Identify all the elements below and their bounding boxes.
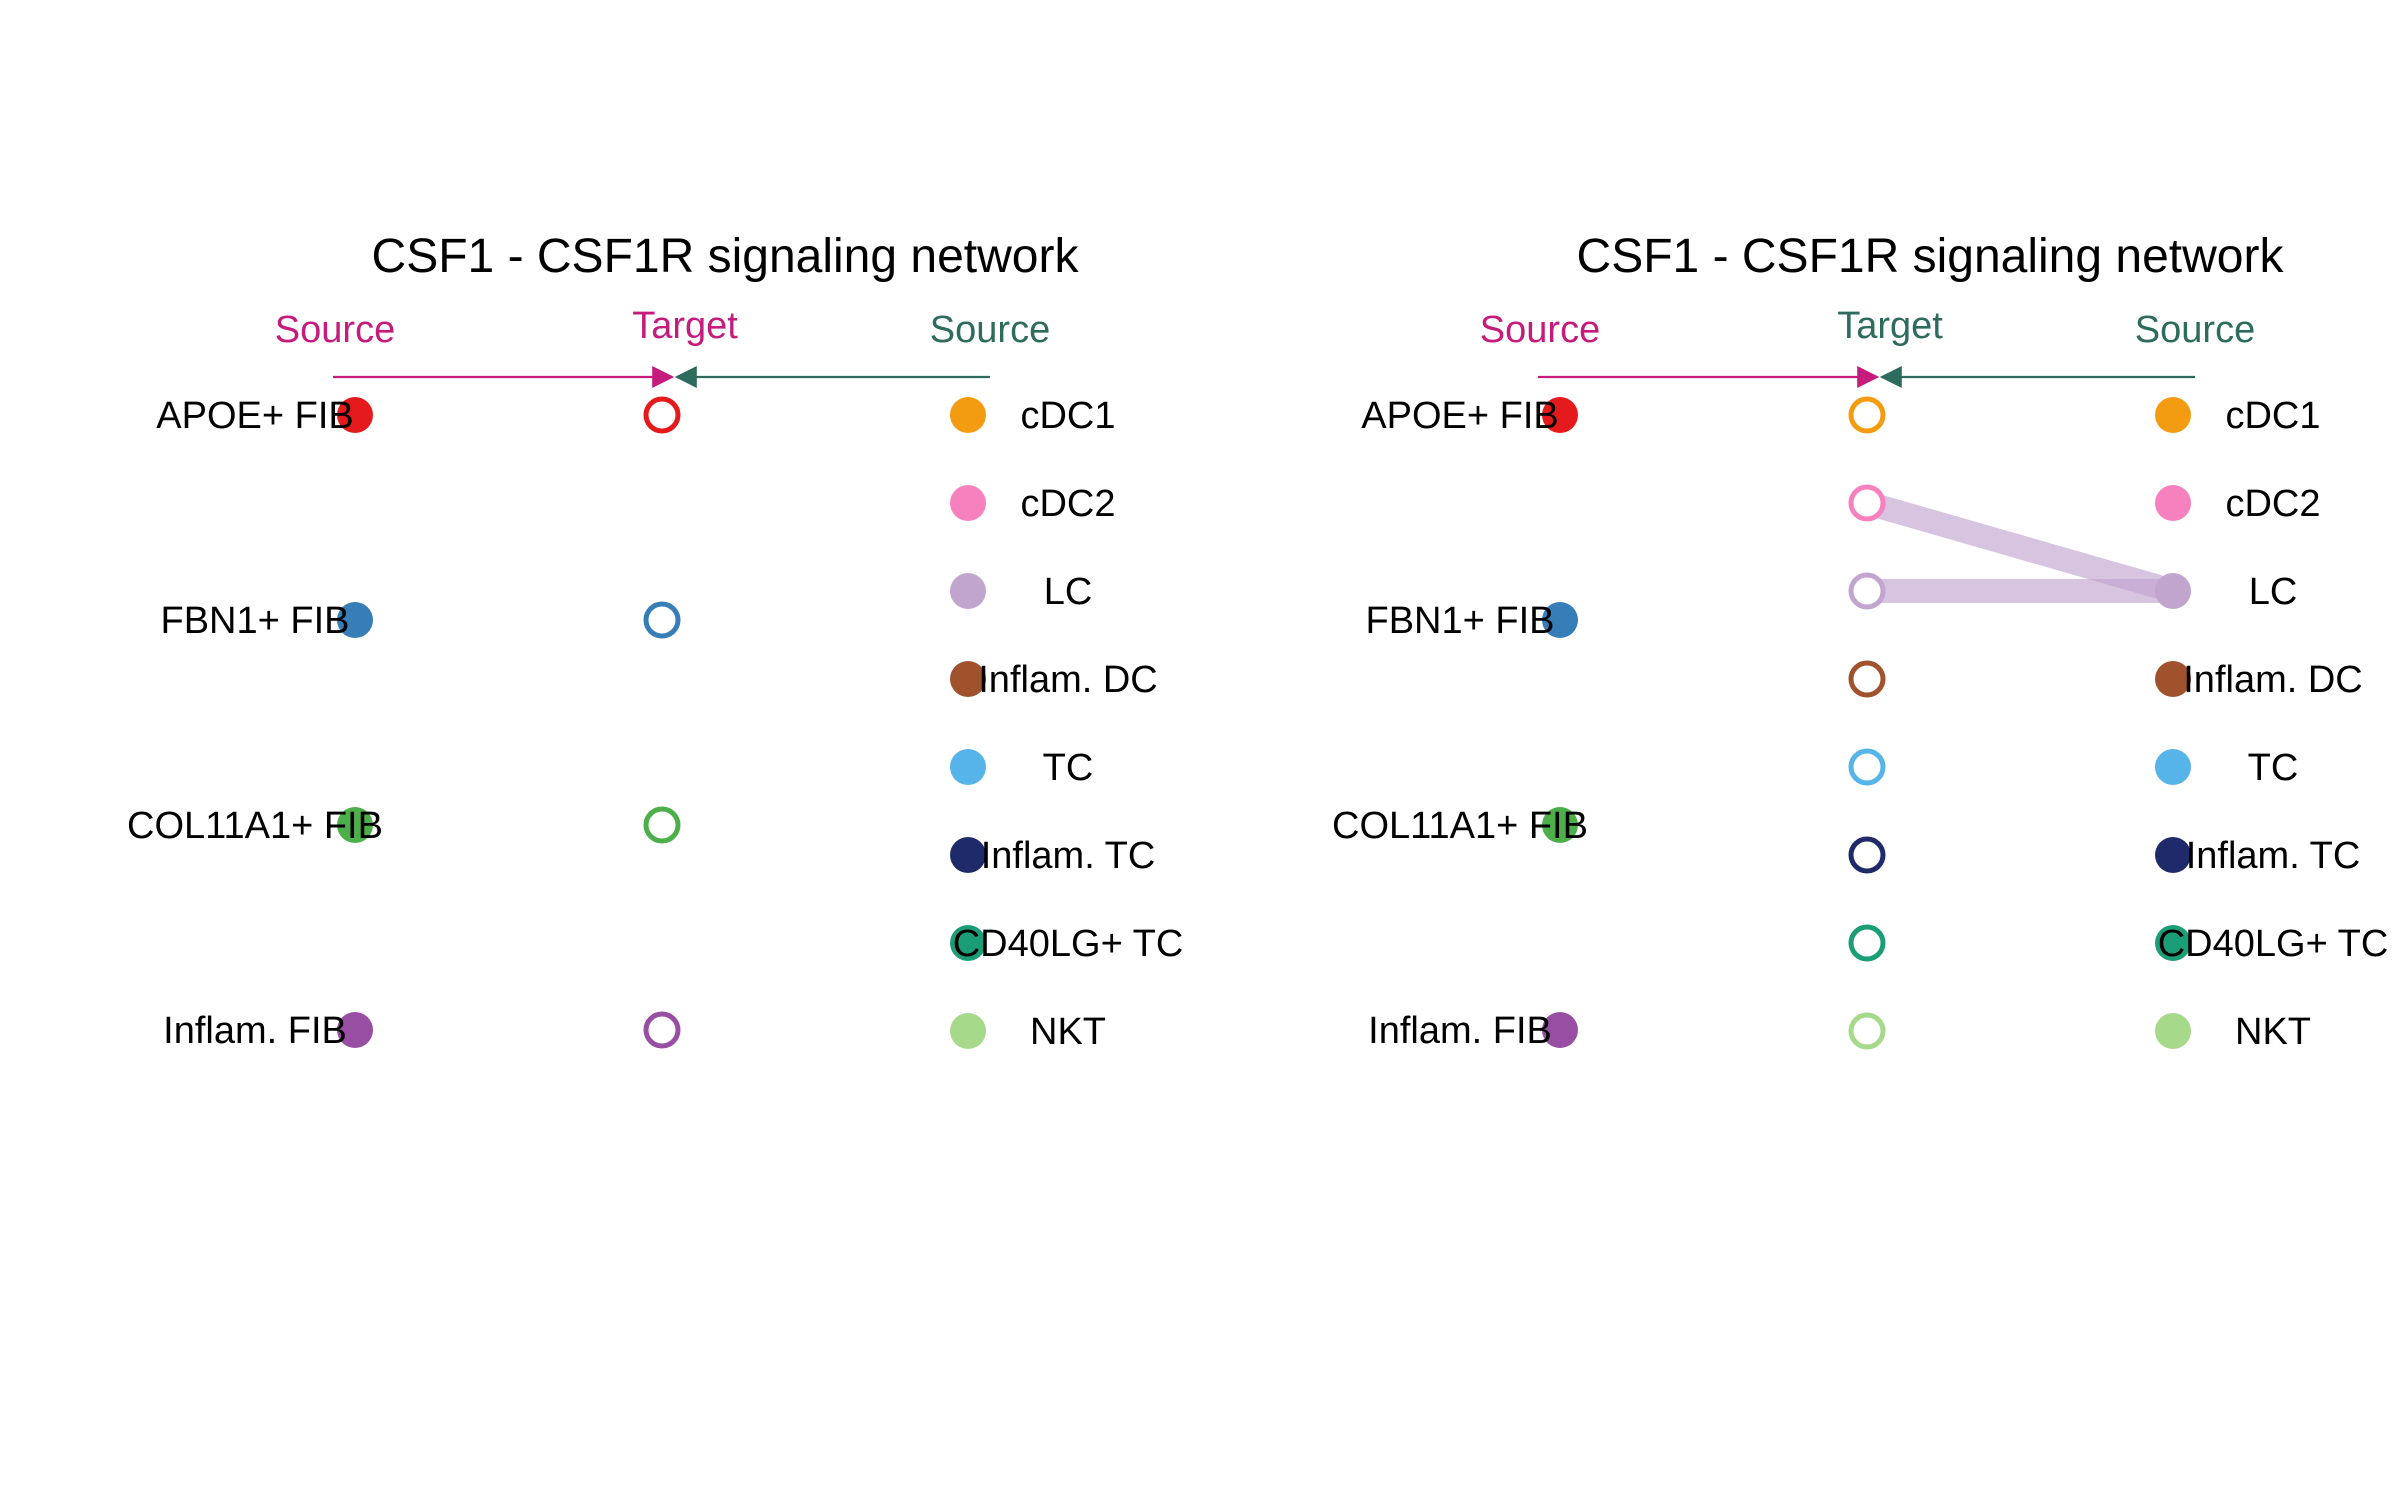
header-left-source: Source (275, 309, 395, 351)
target-nodes (1848, 396, 1886, 1050)
source-label-inflam-fib: Inflam. FIB (163, 1010, 347, 1052)
source-node-inflam-dc (950, 661, 986, 697)
target-node (1848, 484, 1886, 522)
edge-lc-to-cdc2 (1863, 491, 2177, 603)
source-label-col11a1-fib: COL11A1+ FIB (1332, 805, 1588, 847)
source-node-apoe-fib (1542, 397, 1578, 433)
target-node (1848, 924, 1886, 962)
source-node-nkt (950, 1013, 986, 1049)
source-node-col11a1-fib (1542, 807, 1578, 843)
source-node-cdc1 (2155, 397, 2191, 433)
left-nodes: APOE+ FIB FBN1+ FIB COL11A1+ FIB Inflam. FI… (127, 395, 383, 1052)
source-label-inflam-fib: Inflam. FIB (1368, 1010, 1552, 1052)
source-node-cd40lg-tc (950, 925, 986, 961)
header-target: Target (1837, 305, 1943, 347)
right-nodes: cDC1 cDC2 LC Inflam. DC TC Inflam. TC CD40LG+ … (950, 395, 1183, 1053)
source-node-lc (950, 573, 986, 609)
source-node-cdc2 (2155, 485, 2191, 521)
source-node-nkt (2155, 1013, 2191, 1049)
source-node-inflam-tc (2155, 837, 2191, 873)
target-node (1848, 660, 1886, 698)
target-node (1848, 836, 1886, 874)
panel-title: CSF1 - CSF1R signaling network (372, 230, 1080, 283)
source-label-inflam-tc: Inflam. TC (2186, 835, 2361, 877)
source-node-inflam-fib (1542, 1012, 1578, 1048)
source-node-lc (2155, 573, 2191, 609)
header-right-source: Source (930, 309, 1050, 351)
source-label-apoe-fib: APOE+ FIB (1361, 395, 1558, 437)
target-node (643, 396, 681, 434)
source-node-apoe-fib (337, 397, 373, 433)
source-node-tc (950, 749, 986, 785)
panel-2: CSF1 - CSF1R signaling network Source Ta… (1332, 230, 2388, 1053)
header-target: Target (632, 305, 738, 347)
target-node (1848, 1012, 1886, 1050)
target-node (1848, 572, 1886, 610)
source-label-col11a1-fib: COL11A1+ FIB (127, 805, 383, 847)
target-nodes (643, 396, 681, 1049)
source-label-apoe-fib: APOE+ FIB (156, 395, 353, 437)
source-node-inflam-dc (2155, 661, 2191, 697)
source-label-lc: LC (1044, 571, 1093, 613)
source-label-cdc1: cDC1 (1020, 395, 1115, 437)
source-label-cdc1: cDC1 (2225, 395, 2320, 437)
source-node-cdc2 (950, 485, 986, 521)
target-node (1848, 396, 1886, 434)
source-label-lc: LC (2249, 571, 2298, 613)
source-node-col11a1-fib (337, 807, 373, 843)
source-node-cd40lg-tc (2155, 925, 2191, 961)
source-label-cdc2: cDC2 (1020, 483, 1115, 525)
panel-1: CSF1 - CSF1R signaling network Source Ta… (127, 230, 1183, 1053)
source-label-nkt: NKT (2235, 1011, 2311, 1053)
source-label-inflam-tc: Inflam. TC (981, 835, 1156, 877)
panel-title: CSF1 - CSF1R signaling network (1577, 230, 2285, 283)
target-node (643, 601, 681, 639)
left-nodes: APOE+ FIB FBN1+ FIB COL11A1+ FIB Inflam. FI… (1332, 395, 1588, 1052)
target-node (643, 806, 681, 844)
source-label-inflam-dc: Inflam. DC (2183, 659, 2362, 701)
source-label-nkt: NKT (1030, 1011, 1106, 1053)
header-left-source: Source (1480, 309, 1600, 351)
right-nodes: cDC1 cDC2 LC Inflam. DC TC Inflam. TC CD40LG+ … (2155, 395, 2388, 1053)
source-node-cdc1 (950, 397, 986, 433)
source-node-inflam-fib (337, 1012, 373, 1048)
source-node-inflam-tc (950, 837, 986, 873)
source-label-tc: TC (2248, 747, 2299, 789)
source-node-fbn1-fib (337, 602, 373, 638)
header-right-source: Source (2135, 309, 2255, 351)
source-node-tc (2155, 749, 2191, 785)
source-label-fbn1-fib: FBN1+ FIB (161, 600, 350, 642)
target-node (1848, 748, 1886, 786)
source-label-cd40lg-tc: CD40LG+ TC (953, 923, 1184, 965)
source-label-cdc2: cDC2 (2225, 483, 2320, 525)
edges-layer (1863, 491, 2177, 603)
target-node (643, 1011, 681, 1049)
source-label-tc: TC (1043, 747, 1094, 789)
source-label-cd40lg-tc: CD40LG+ TC (2158, 923, 2389, 965)
source-node-fbn1-fib (1542, 602, 1578, 638)
source-label-fbn1-fib: FBN1+ FIB (1366, 600, 1555, 642)
source-label-inflam-dc: Inflam. DC (978, 659, 1157, 701)
